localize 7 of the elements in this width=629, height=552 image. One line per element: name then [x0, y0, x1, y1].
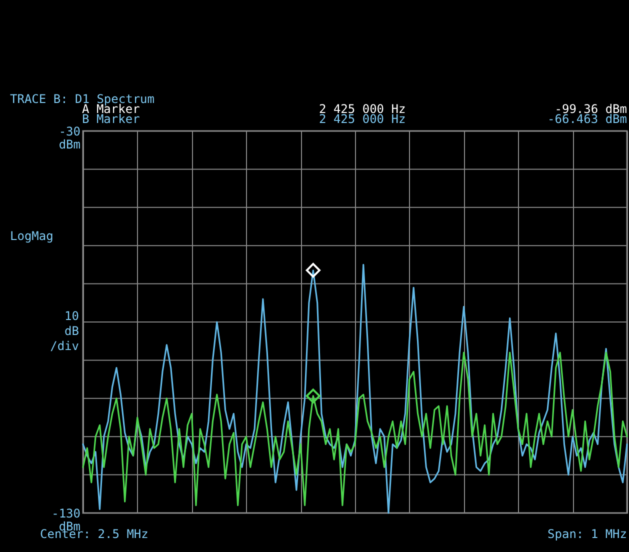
text: -66.463 dBm	[548, 112, 627, 126]
y-axis-title: 10 dB /div	[50, 309, 79, 353]
text: Span: 1 MHz	[548, 527, 627, 541]
text: B Marker	[82, 112, 140, 126]
text: 2 425 000 Hz	[319, 112, 406, 126]
y-tick-label: -30 dBm	[58, 124, 80, 152]
text: LogMag	[10, 229, 54, 243]
